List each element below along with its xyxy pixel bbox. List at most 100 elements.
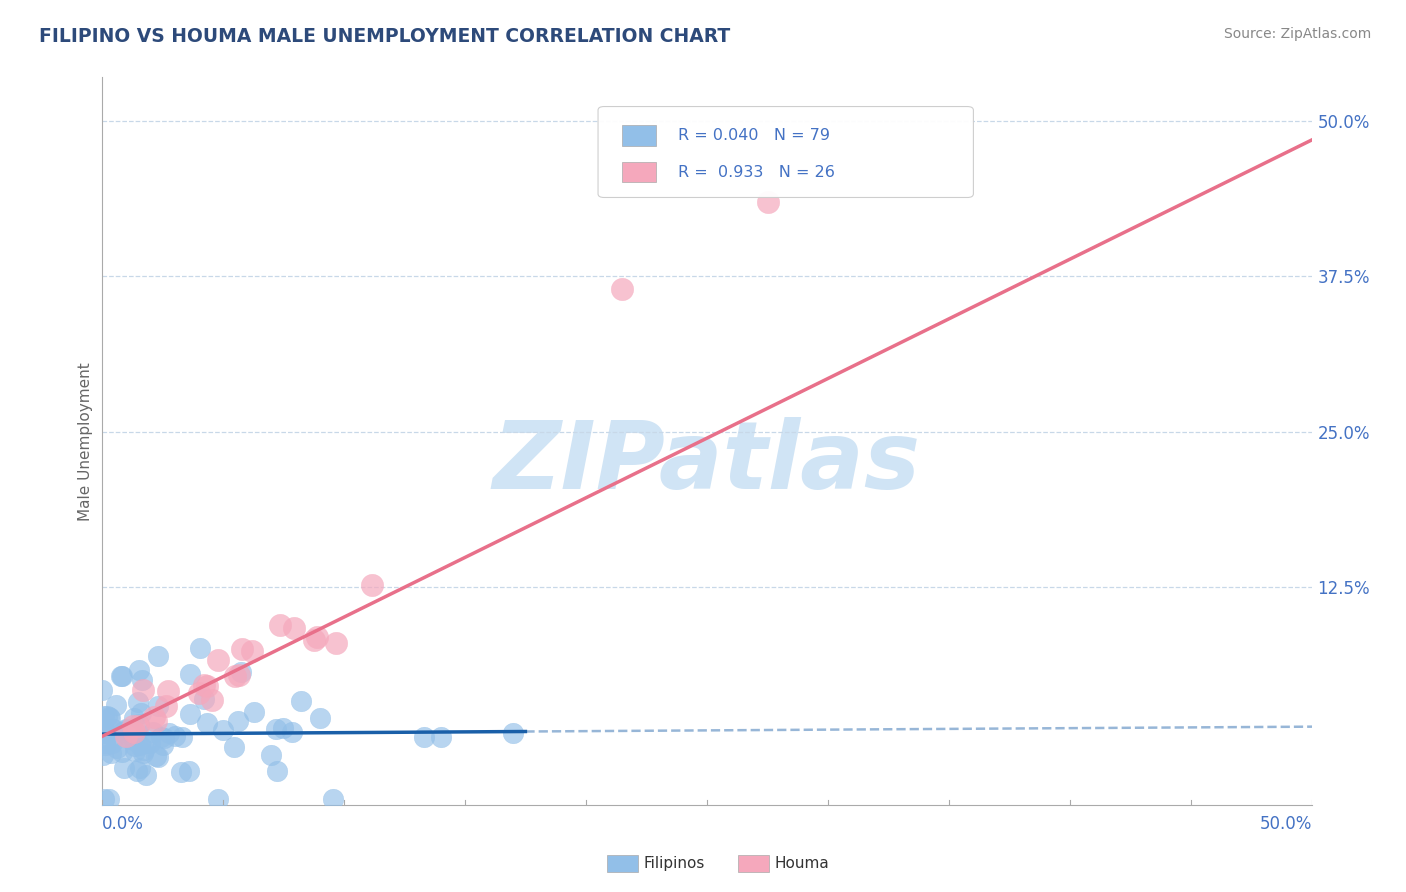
Point (127, 695, 149, 709)
Point (98, 710, 121, 724)
Point (93, 792, 115, 806)
Point (135, 768, 157, 782)
Point (170, 730, 193, 744)
Point (101, 736, 124, 750)
Point (131, 673, 153, 687)
Point (170, 765, 193, 780)
Point (195, 716, 218, 731)
Point (127, 764, 149, 778)
Y-axis label: Male Unemployment: Male Unemployment (79, 362, 93, 521)
Text: R =  0.933   N = 26: R = 0.933 N = 26 (678, 164, 835, 179)
Point (146, 698, 169, 713)
Text: R = 0.040   N = 79: R = 0.040 N = 79 (678, 128, 830, 143)
Point (290, 693, 312, 707)
Point (100, 747, 122, 761)
Point (128, 761, 150, 775)
Point (157, 725, 180, 739)
Point (112, 761, 135, 775)
Point (283, 620, 305, 634)
Point (145, 714, 167, 728)
Point (146, 750, 169, 764)
Point (114, 723, 136, 737)
Point (179, 707, 201, 722)
Point (308, 711, 330, 725)
Point (118, 732, 141, 747)
Point (193, 678, 215, 692)
Point (242, 644, 264, 658)
FancyBboxPatch shape (598, 106, 973, 197)
Point (134, 743, 156, 757)
Point (110, 669, 132, 683)
Point (132, 683, 155, 698)
Point (612, 282, 634, 296)
Point (121, 731, 143, 746)
Point (207, 792, 229, 806)
Point (139, 736, 162, 750)
Point (129, 706, 152, 721)
Point (195, 679, 218, 693)
Point (226, 714, 249, 729)
Point (91, 747, 114, 762)
Point (325, 636, 347, 650)
Point (266, 722, 288, 736)
Point (207, 653, 229, 667)
Point (97, 792, 120, 806)
Point (103, 722, 125, 736)
Point (152, 738, 174, 752)
Point (128, 663, 150, 677)
Point (131, 746, 153, 760)
Point (231, 665, 253, 680)
Point (211, 723, 233, 738)
Point (143, 710, 166, 724)
Point (90, 682, 112, 697)
Point (155, 699, 177, 714)
Point (228, 668, 250, 682)
Point (94, 736, 117, 750)
Point (135, 735, 157, 749)
Point (124, 725, 146, 739)
Point (124, 739, 146, 753)
Point (129, 738, 152, 752)
Text: 0.0%: 0.0% (101, 815, 143, 833)
Point (142, 725, 165, 739)
Point (305, 630, 328, 644)
Text: 50.0%: 50.0% (1260, 815, 1312, 833)
Point (111, 669, 134, 683)
Point (121, 719, 143, 733)
Text: ZIPatlas: ZIPatlas (494, 417, 921, 509)
Point (502, 726, 524, 740)
FancyBboxPatch shape (623, 161, 657, 182)
Point (224, 669, 246, 683)
Point (128, 717, 150, 731)
Point (115, 722, 138, 736)
Point (105, 741, 128, 756)
Text: Source: ZipAtlas.com: Source: ZipAtlas.com (1223, 27, 1371, 41)
Point (127, 719, 149, 733)
Point (104, 698, 127, 713)
Point (124, 744, 146, 758)
Point (100, 711, 122, 725)
Point (163, 730, 186, 744)
Point (96, 726, 118, 740)
Point (242, 706, 264, 720)
Point (93, 726, 115, 740)
Point (145, 748, 167, 763)
Point (179, 666, 201, 681)
Point (429, 730, 451, 744)
FancyBboxPatch shape (623, 126, 657, 145)
Point (111, 745, 134, 759)
Point (413, 730, 436, 744)
Point (193, 691, 215, 706)
Point (149, 730, 172, 744)
Point (281, 725, 304, 739)
Point (322, 792, 344, 806)
Text: FILIPINO VS HOUMA MALE UNEMPLOYMENT CORRELATION CHART: FILIPINO VS HOUMA MALE UNEMPLOYMENT CORR… (39, 27, 731, 45)
Point (179, 764, 201, 778)
Point (266, 764, 288, 778)
Point (273, 721, 295, 735)
Point (122, 724, 145, 739)
Point (756, 194, 779, 209)
Point (224, 740, 246, 755)
Point (112, 724, 135, 739)
Point (187, 686, 209, 700)
